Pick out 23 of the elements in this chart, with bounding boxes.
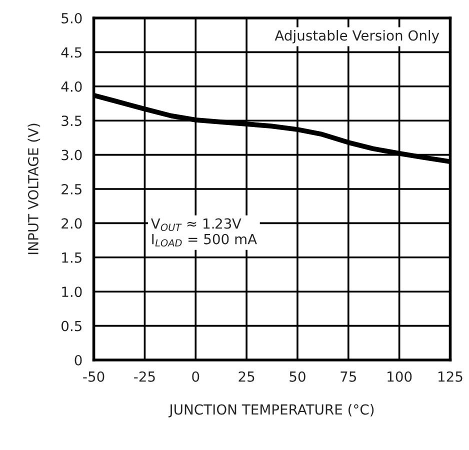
y-tick-label: 0 — [74, 354, 82, 366]
y-tick-label: 0.5 — [62, 320, 82, 332]
y-tick-label: 2.5 — [62, 184, 82, 194]
text: V$_{OUT}$ ≈ 1.23V I$_{LOAD}$ = 500 mA — [150, 218, 257, 247]
y-tick-label: 4.5 — [61, 47, 82, 58]
annotation: Adjustable Version Only — [274, 30, 440, 44]
y-tick-label: 4.0 — [61, 81, 82, 92]
x-tick-label: 100 — [388, 371, 412, 382]
y-tick-label: 5.0 — [62, 12, 82, 24]
x-tick-label: 25 — [238, 371, 254, 382]
y-tick-label: 1.5 — [62, 252, 82, 263]
y-tick-label: 2.0 — [62, 218, 82, 229]
x-tick-label: 50 — [290, 371, 306, 382]
y-tick-label: 3.5 — [62, 116, 82, 126]
x-tick-label: 0 — [192, 371, 200, 382]
x-tick-label: -25 — [134, 371, 155, 382]
y-tick-label: 3.0 — [62, 150, 82, 160]
x-tick-label: -50 — [83, 371, 104, 382]
y-axis-title: INPUT VOLTAGE (V) — [28, 124, 40, 254]
x-axis-title: JUNCTION TEMPERATURE (°C) — [168, 404, 374, 418]
y-tick-label: 1.0 — [62, 286, 82, 298]
x-tick-label: 125 — [438, 371, 462, 382]
x-tick-label: 75 — [340, 372, 356, 382]
